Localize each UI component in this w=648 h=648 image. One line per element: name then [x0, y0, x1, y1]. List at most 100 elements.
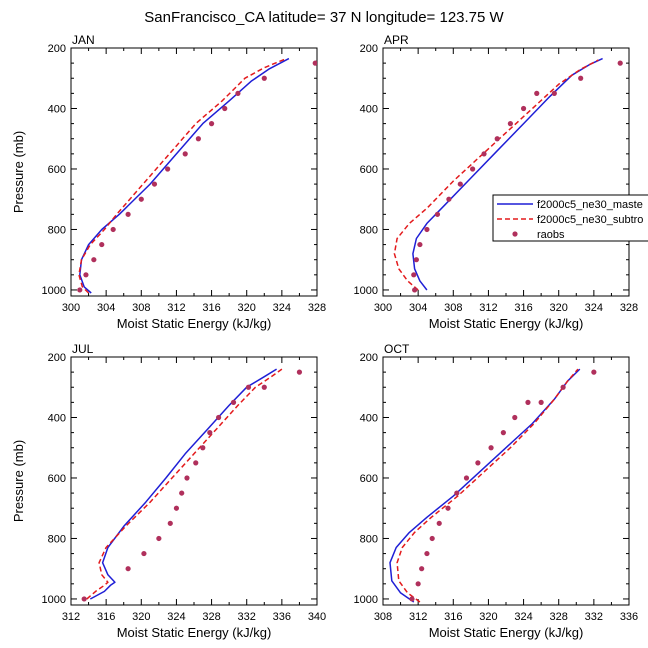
- x-tick-label-oct: 336: [620, 611, 638, 623]
- raobs-point-apr: [507, 121, 513, 127]
- panel-title-apr: APR: [384, 33, 409, 47]
- y-tick-label-jan: 200: [48, 43, 66, 55]
- legend-label-0: f2000c5_ne30_maste: [537, 199, 643, 211]
- raobs-point-jul: [245, 384, 252, 390]
- raobs-point-apr: [534, 90, 540, 96]
- x-tick-label-jul: 324: [167, 611, 185, 623]
- raobs-point-oct: [525, 399, 531, 405]
- x-tick-label-jul: 332: [238, 611, 256, 623]
- raobs-point-jul: [81, 596, 87, 602]
- x-tick-label-jan: 328: [308, 302, 326, 314]
- x-tick-label-oct: 324: [514, 611, 532, 623]
- raobs-point-jan: [261, 75, 267, 81]
- subtrop-line-apr: [393, 59, 599, 291]
- x-tick-label-jan: 308: [132, 302, 150, 314]
- y-tick-label-apr: 200: [360, 43, 378, 55]
- raobs-point-oct: [419, 566, 425, 572]
- raobs-point-apr: [413, 257, 419, 263]
- y-tick-label-oct: 800: [360, 533, 378, 545]
- y-tick-label-jul: 600: [48, 473, 66, 485]
- x-tick-label-jul: 336: [273, 611, 291, 623]
- x-axis-label-jul: Moist Static Energy (kJ/kg): [117, 625, 272, 640]
- raobs-point-apr: [551, 90, 557, 96]
- subtrop-line-oct: [396, 368, 579, 603]
- panel-jul: 312 316 320 324 328 332 336 340 200 400 600 800 1000…: [11, 342, 326, 640]
- raobs-point-oct: [436, 520, 442, 526]
- subtrop-line-jul: [86, 368, 283, 600]
- raobs-point-oct: [560, 384, 566, 390]
- raobs-point-jan: [83, 272, 89, 278]
- subtrop-line-jan: [78, 57, 287, 294]
- y-tick-label-oct: 400: [360, 412, 378, 424]
- master-line-oct: [389, 368, 581, 603]
- series-group-oct: [389, 368, 597, 603]
- raobs-point-jul: [179, 490, 185, 496]
- x-tick-label-jan: 300: [62, 302, 80, 314]
- raobs-point-jul: [141, 550, 147, 557]
- y-axis-label-jul: Pressure (mb): [11, 440, 26, 522]
- legend-box: [492, 194, 648, 242]
- y-tick-label-jan: 400: [48, 103, 66, 115]
- raobs-point-jul: [216, 414, 222, 421]
- raobs-point-apr: [520, 105, 527, 112]
- y-tick-label-jul: 200: [48, 352, 66, 364]
- legend-label-1: f2000c5_ne30_subtro: [537, 214, 643, 226]
- raobs-point-jul: [156, 535, 162, 542]
- x-tick-label-jul: 312: [62, 611, 80, 623]
- raobs-point-jul: [261, 384, 267, 390]
- y-tick-label-jan: 1000: [42, 285, 66, 297]
- x-tick-label-oct: 312: [409, 611, 427, 623]
- legend: f2000c5_ne30_maste f2000c5_ne30_subtrorao…: [492, 194, 648, 242]
- x-tick-label-jul: 340: [308, 611, 326, 623]
- y-tick-label-oct: 600: [360, 473, 378, 485]
- raobs-point-apr: [481, 151, 487, 157]
- x-tick-label-apr: 300: [374, 302, 392, 314]
- raobs-point-oct: [591, 369, 597, 375]
- x-tick-label-apr: 320: [550, 302, 568, 314]
- master-line-apr: [412, 57, 603, 291]
- raobs-point-oct: [409, 596, 415, 602]
- raobs-point-apr: [417, 241, 423, 248]
- raobs-point-jul: [173, 505, 180, 511]
- raobs-point-jul: [125, 566, 131, 572]
- x-tick-label-apr: 308: [444, 302, 462, 314]
- raobs-point-jan: [77, 287, 83, 293]
- master-line-jul: [89, 368, 277, 600]
- plot-frame-jan: [70, 47, 318, 297]
- x-tick-label-jan: 312: [167, 302, 185, 314]
- raobs-point-oct: [475, 460, 481, 466]
- raobs-point-apr: [457, 181, 463, 187]
- panel-title-jan: JAN: [72, 33, 95, 47]
- raobs-point-oct: [500, 430, 506, 436]
- y-tick-label-apr: 600: [360, 164, 378, 176]
- x-axis-label-apr: Moist Static Energy (kJ/kg): [429, 316, 584, 331]
- y-tick-label-jan: 600: [48, 164, 66, 176]
- x-axis-label-jan: Moist Static Energy (kJ/kg): [117, 316, 272, 331]
- master-line-jan: [79, 57, 290, 294]
- raobs-point-jan: [222, 105, 228, 112]
- y-axis-label-jan: Pressure (mb): [11, 131, 26, 213]
- figure-title: SanFrancisco_CA latitude= 37 N longitude…: [144, 9, 504, 26]
- raobs-point-apr: [494, 136, 500, 142]
- x-tick-label-jan: 316: [202, 302, 220, 314]
- x-tick-label-oct: 320: [479, 611, 497, 623]
- y-tick-label-apr: 1000: [354, 285, 378, 297]
- raobs-point-jan: [110, 226, 116, 233]
- plot-frame-apr: [382, 47, 630, 297]
- raobs-point-jan: [182, 151, 188, 157]
- raobs-point-oct: [538, 399, 544, 405]
- panel-oct: 308 312 316 320 324 328 332 336 200 400 600 800 1000…: [354, 342, 639, 640]
- raobs-point-jul: [200, 445, 206, 451]
- y-tick-label-jul: 400: [48, 412, 66, 424]
- y-tick-label-jan: 800: [48, 224, 66, 236]
- x-axis-label-oct: Moist Static Energy (kJ/kg): [429, 625, 584, 640]
- series-group-apr: [393, 57, 623, 293]
- raobs-point-oct: [424, 550, 430, 557]
- raobs-point-apr: [411, 272, 417, 278]
- raobs-point-oct: [454, 490, 460, 496]
- raobs-point-jul: [193, 460, 199, 466]
- x-tick-label-jan: 304: [97, 302, 115, 314]
- legend-label-2: raobs: [537, 229, 565, 241]
- raobs-point-apr: [424, 226, 430, 233]
- raobs-point-oct: [512, 414, 518, 421]
